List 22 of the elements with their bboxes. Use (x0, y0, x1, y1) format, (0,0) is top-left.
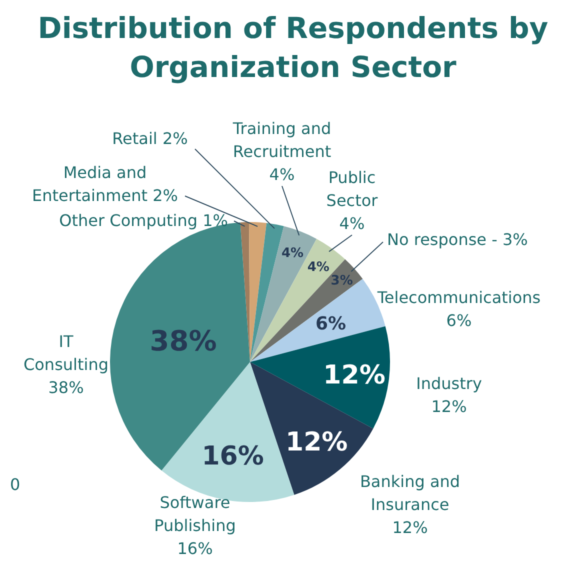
slice-label: Retail 2% (112, 129, 188, 148)
slice-label: No response - 3% (387, 230, 528, 249)
data-label: 3% (330, 273, 353, 288)
slice-label: Other Computing 1% (59, 211, 228, 230)
data-label: 6% (316, 314, 346, 335)
slice-label: Media and Entertainment 2% (32, 163, 178, 205)
chart-title: Distribution of Respondents by Organization Sector (38, 11, 548, 84)
text: 0 (10, 475, 20, 494)
data-label: 12% (323, 360, 386, 391)
pie-slice (250, 222, 284, 362)
data-label: 4% (281, 246, 304, 261)
slice-label: IT Consulting 38% (23, 332, 109, 397)
data-label: 4% (307, 260, 330, 275)
slice-label: Industry 12% (416, 374, 482, 416)
data-label: 12% (285, 427, 348, 458)
slice-label: Banking and Insurance 12% (360, 472, 460, 537)
pie-slice (250, 259, 363, 362)
slice-label: Software Publishing 16% (154, 493, 236, 558)
data-label: 38% (150, 324, 217, 358)
slice-label: Telecommunications 6% (376, 288, 541, 330)
pie-slice (248, 222, 267, 362)
data-label: 16% (202, 442, 264, 472)
